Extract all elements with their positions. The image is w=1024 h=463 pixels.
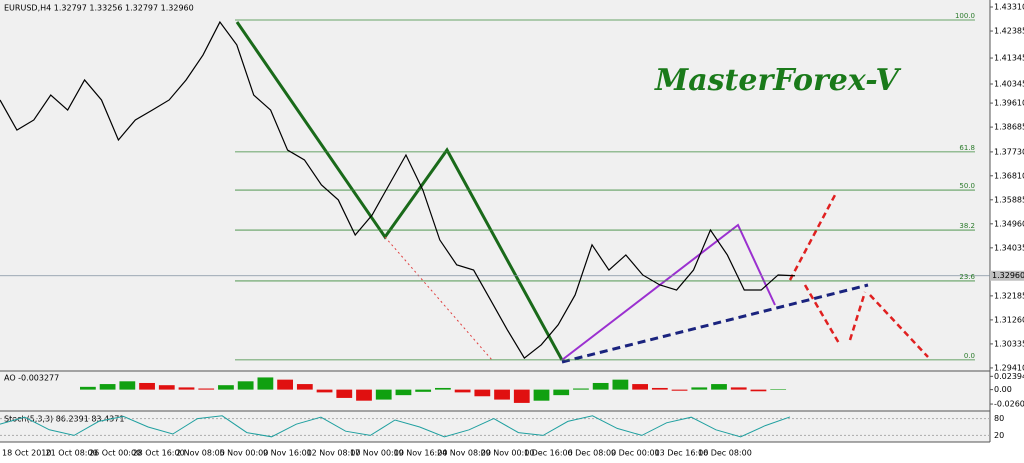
x-tick-label: 21 Oct 08:00 xyxy=(46,449,98,458)
x-tick-label: 2 Nov 08:00 xyxy=(176,449,225,458)
y-tick-label: 1.42385 xyxy=(994,27,1024,36)
x-tick-label: 19 Nov 16:00 xyxy=(394,449,448,458)
y-tick-label: 1.39610 xyxy=(994,99,1024,108)
current-price-box xyxy=(990,270,1024,281)
x-tick-label: 29 Nov 00:00 xyxy=(481,449,535,458)
ao-bar xyxy=(592,382,609,390)
ao-bar xyxy=(119,381,136,390)
ao-bar xyxy=(770,389,787,390)
y-tick-label: 1.34960 xyxy=(994,219,1024,228)
fib-label: 0.0 xyxy=(964,352,975,360)
ao-bar xyxy=(80,386,96,390)
ao-bar xyxy=(336,389,353,398)
y-tick-label: 1.43310 xyxy=(994,3,1024,12)
ao-bar xyxy=(99,384,116,390)
fib-label: 61.8 xyxy=(959,144,975,152)
x-tick-label: 13 Dec 16:00 xyxy=(655,449,709,458)
ao-bar xyxy=(257,377,274,390)
ao-bar xyxy=(237,381,254,390)
ao-bar xyxy=(573,388,589,390)
ao-bar xyxy=(474,389,491,397)
y-tick-label: 1.37730 xyxy=(994,147,1024,156)
ao-bar xyxy=(316,389,333,393)
ao-tick-label: 0.023948 xyxy=(994,372,1024,381)
ao-bar xyxy=(454,389,471,393)
x-tick-label: 24 Nov 08:00 xyxy=(437,449,491,458)
ao-bar xyxy=(218,385,234,390)
ao-tick-label: 0.00 xyxy=(994,385,1012,394)
y-tick-label: 1.29410 xyxy=(994,363,1024,372)
plot-background xyxy=(0,0,990,442)
y-tick-label: 1.40345 xyxy=(994,79,1024,88)
ao-bar xyxy=(612,379,629,390)
y-tick-label: 1.32185 xyxy=(994,291,1024,300)
x-tick-label: 17 Nov 00:00 xyxy=(350,449,404,458)
ao-bar xyxy=(651,387,668,390)
watermark: MasterForex-V xyxy=(654,63,901,98)
current-price-label: 1.32960 xyxy=(992,271,1024,280)
ao-bar xyxy=(750,389,767,392)
x-tick-label: 28 Oct 16:00 xyxy=(133,449,185,458)
ao-bar xyxy=(671,389,688,391)
projection-line xyxy=(384,236,493,361)
stoch-line xyxy=(0,415,791,438)
zigzag xyxy=(235,21,564,361)
ao-bar xyxy=(139,382,155,390)
ao-bar xyxy=(395,389,412,396)
ao-bar xyxy=(158,385,175,390)
ao-bar xyxy=(296,384,313,390)
y-tick-label: 1.34035 xyxy=(994,243,1024,252)
ao-bar xyxy=(730,387,747,390)
y-tick-label: 1.31260 xyxy=(994,315,1024,324)
ao-bar xyxy=(691,387,708,390)
fib-label: 38.2 xyxy=(959,222,975,230)
y-tick-label: 1.30335 xyxy=(994,339,1024,348)
ao-bar xyxy=(277,379,293,390)
x-tick-label: 26 Oct 00:00 xyxy=(89,449,141,458)
ao-bar xyxy=(553,389,570,396)
ao-bar xyxy=(513,389,530,403)
x-tick-label: 6 Dec 08:00 xyxy=(568,449,617,458)
trend-line xyxy=(561,283,869,364)
fib-label: 100.0 xyxy=(955,12,975,20)
stoch-tick-label: 20 xyxy=(994,431,1004,440)
ao-bar xyxy=(533,389,550,401)
fib-label: 23.6 xyxy=(959,273,975,281)
stoch-tick-label: 80 xyxy=(994,414,1004,423)
ao-bar xyxy=(356,389,372,401)
ao-bar xyxy=(178,387,195,390)
ao-bar xyxy=(415,389,432,392)
x-tick-label: 1 Dec 16:00 xyxy=(524,449,573,458)
ao-bar xyxy=(711,384,727,390)
y-tick-label: 1.36810 xyxy=(994,171,1024,180)
ao-bar xyxy=(198,388,215,390)
x-tick-label: 9 Nov 16:00 xyxy=(263,449,312,458)
y-tick-label: 1.35885 xyxy=(994,195,1024,204)
arrows xyxy=(788,194,929,358)
ao-bar xyxy=(375,389,392,400)
x-tick-label: 9 Dec 00:00 xyxy=(611,449,660,458)
pattern-line xyxy=(561,223,776,361)
ao-bar xyxy=(632,384,648,390)
x-tick-label: 12 Nov 08:00 xyxy=(307,449,361,458)
chart-header: EURUSD,H4 1.32797 1.33256 1.32797 1.3296… xyxy=(4,4,194,13)
ao-bar xyxy=(435,387,451,390)
ao-label: AO -0.003277 xyxy=(4,374,59,383)
x-tick-label: 5 Nov 00:00 xyxy=(220,449,269,458)
y-tick-label: 1.38685 xyxy=(994,123,1024,132)
fib-label: 50.0 xyxy=(959,182,975,190)
y-tick-label: 1.41345 xyxy=(994,54,1024,63)
x-tick-label: 16 Dec 08:00 xyxy=(698,449,752,458)
ao-bar xyxy=(494,389,510,400)
x-tick-label: 18 Oct 2010 xyxy=(2,449,51,458)
price-line xyxy=(0,20,796,359)
